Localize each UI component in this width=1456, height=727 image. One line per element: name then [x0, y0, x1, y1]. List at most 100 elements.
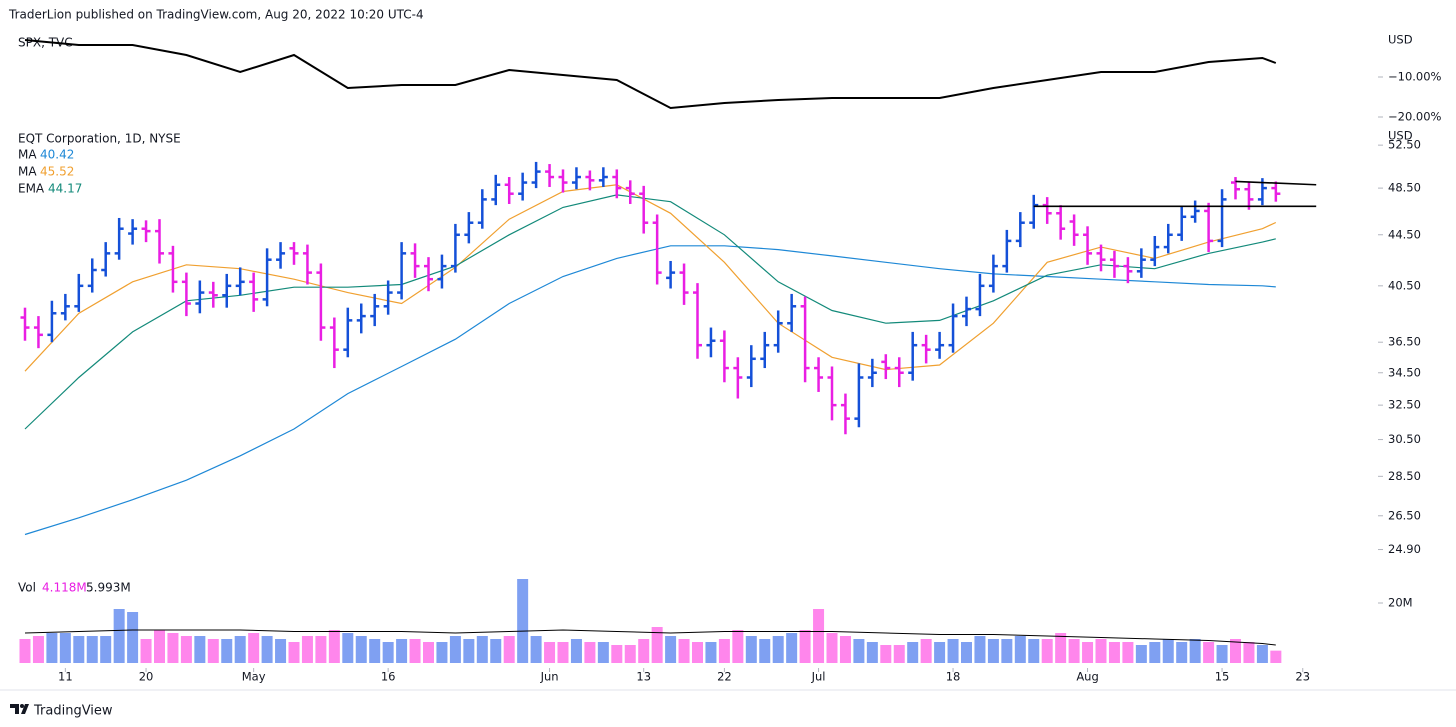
volume-bar — [100, 636, 112, 663]
x-tick-label: 20 — [139, 670, 154, 684]
volume-bar — [866, 642, 878, 663]
price-label: 28.50 — [1388, 469, 1421, 483]
volume-bar — [1176, 642, 1188, 663]
volume-bar — [893, 645, 905, 663]
volume-bar — [382, 642, 394, 663]
volume-bar — [127, 612, 139, 663]
volume-bar — [745, 636, 757, 663]
volume-bar — [1203, 642, 1215, 663]
header: TraderLion published on TradingView.com,… — [8, 8, 424, 22]
volume-bar — [597, 642, 609, 663]
volume-bar — [86, 636, 98, 663]
volume-bar — [974, 636, 986, 663]
volume-bar — [1001, 639, 1013, 663]
price-currency: USD — [1388, 129, 1413, 143]
volume-bar — [275, 639, 287, 663]
volume-bar — [678, 639, 690, 663]
ma-line — [24, 245, 1276, 536]
volume-bar — [584, 642, 596, 663]
legend-name: MA — [18, 148, 37, 162]
volume-bar — [140, 639, 152, 663]
volume-bar — [853, 639, 865, 663]
volume-bar — [315, 636, 327, 663]
volume-bar — [987, 639, 999, 663]
volume-bar — [839, 636, 851, 663]
logo-icon — [10, 704, 29, 714]
x-tick-label: 22 — [717, 670, 732, 684]
x-tick-label: 15 — [1215, 670, 1230, 684]
volume-bar — [947, 639, 959, 663]
price-label: 44.50 — [1388, 227, 1421, 241]
volume-bar — [59, 633, 71, 663]
volume-bar — [718, 639, 730, 663]
chart-title: EQT Corporation, 1D, NYSE — [18, 132, 181, 146]
volume-bar — [503, 636, 515, 663]
volume-bar — [342, 633, 354, 663]
price-label: 26.50 — [1388, 508, 1421, 522]
price-label: 34.50 — [1388, 365, 1421, 379]
logo — [10, 704, 29, 714]
spx-label: −20.00% — [1388, 110, 1442, 124]
volume-bar — [1041, 639, 1053, 663]
spx-label: −10.00% — [1388, 70, 1442, 84]
volume-bar — [1082, 642, 1094, 663]
spx-currency: USD — [1388, 33, 1413, 47]
volume-bar — [1028, 639, 1040, 663]
x-tick-label: 16 — [381, 670, 396, 684]
volume-bar — [570, 639, 582, 663]
volume-bar — [665, 636, 677, 663]
volume-bar — [934, 642, 946, 663]
volume-bar — [705, 642, 717, 663]
volume-bar — [1189, 639, 1201, 663]
volume-bar — [154, 630, 165, 663]
volume-bar — [517, 579, 529, 663]
x-tick-label: 18 — [946, 670, 961, 684]
volume-label: Vol — [18, 581, 36, 595]
x-tick-label: May — [242, 670, 266, 684]
volume-bar — [638, 639, 650, 663]
logo-dot — [20, 704, 24, 708]
volume-bar — [194, 636, 206, 663]
volume-bar — [113, 609, 125, 663]
price-label: 30.50 — [1388, 432, 1421, 446]
volume-bar — [301, 636, 313, 663]
volume-bar — [1162, 639, 1174, 663]
x-tick-label: Aug — [1076, 670, 1098, 684]
volume-bar — [799, 630, 811, 663]
trendline — [1235, 180, 1317, 186]
volume-bar — [961, 642, 972, 663]
price-label: 40.50 — [1388, 278, 1421, 292]
legend-value: 45.52 — [40, 165, 74, 179]
volume-bar — [1055, 633, 1067, 663]
volume-bar — [1122, 642, 1134, 663]
legend-name: EMA — [18, 182, 45, 196]
volume-bar — [1149, 642, 1161, 663]
price-label: 36.50 — [1388, 335, 1421, 349]
price-label: 32.50 — [1388, 398, 1421, 412]
volume-bar — [261, 636, 273, 663]
volume-bar — [557, 642, 569, 663]
price-label: 52.50 — [1388, 138, 1421, 152]
volume-bar — [207, 639, 219, 663]
volume-bar — [813, 609, 825, 663]
volume-bar — [907, 642, 919, 663]
legend-value: 40.42 — [40, 148, 74, 162]
volume-bar — [786, 633, 798, 663]
volume-bar — [1270, 650, 1282, 663]
volume-bar — [1256, 645, 1268, 663]
volume-bar — [490, 639, 502, 663]
volume-bar — [355, 636, 367, 663]
volume-bar — [19, 639, 31, 663]
volume-bar — [396, 639, 408, 663]
x-tick-label: Jun — [540, 670, 559, 684]
volume-bar — [180, 636, 192, 663]
volume-bar — [32, 636, 44, 663]
x-tick-label: Jul — [811, 670, 826, 684]
volume-bar — [167, 633, 179, 663]
volume-bar — [611, 645, 623, 663]
volume-ma-line — [24, 629, 1276, 646]
volume-bar — [920, 639, 932, 663]
footer: TradingView — [33, 704, 113, 719]
volume-bar — [369, 639, 381, 663]
volume-bar — [46, 633, 58, 663]
